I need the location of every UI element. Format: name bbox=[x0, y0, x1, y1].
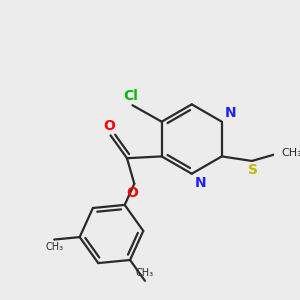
Text: N: N bbox=[194, 176, 206, 190]
Text: O: O bbox=[127, 186, 138, 200]
Text: N: N bbox=[224, 106, 236, 120]
Text: S: S bbox=[248, 163, 258, 177]
Text: CH₃: CH₃ bbox=[281, 148, 300, 158]
Text: CH₃: CH₃ bbox=[45, 242, 63, 252]
Text: Cl: Cl bbox=[123, 88, 138, 103]
Text: CH₃: CH₃ bbox=[136, 268, 154, 278]
Text: O: O bbox=[104, 119, 116, 133]
